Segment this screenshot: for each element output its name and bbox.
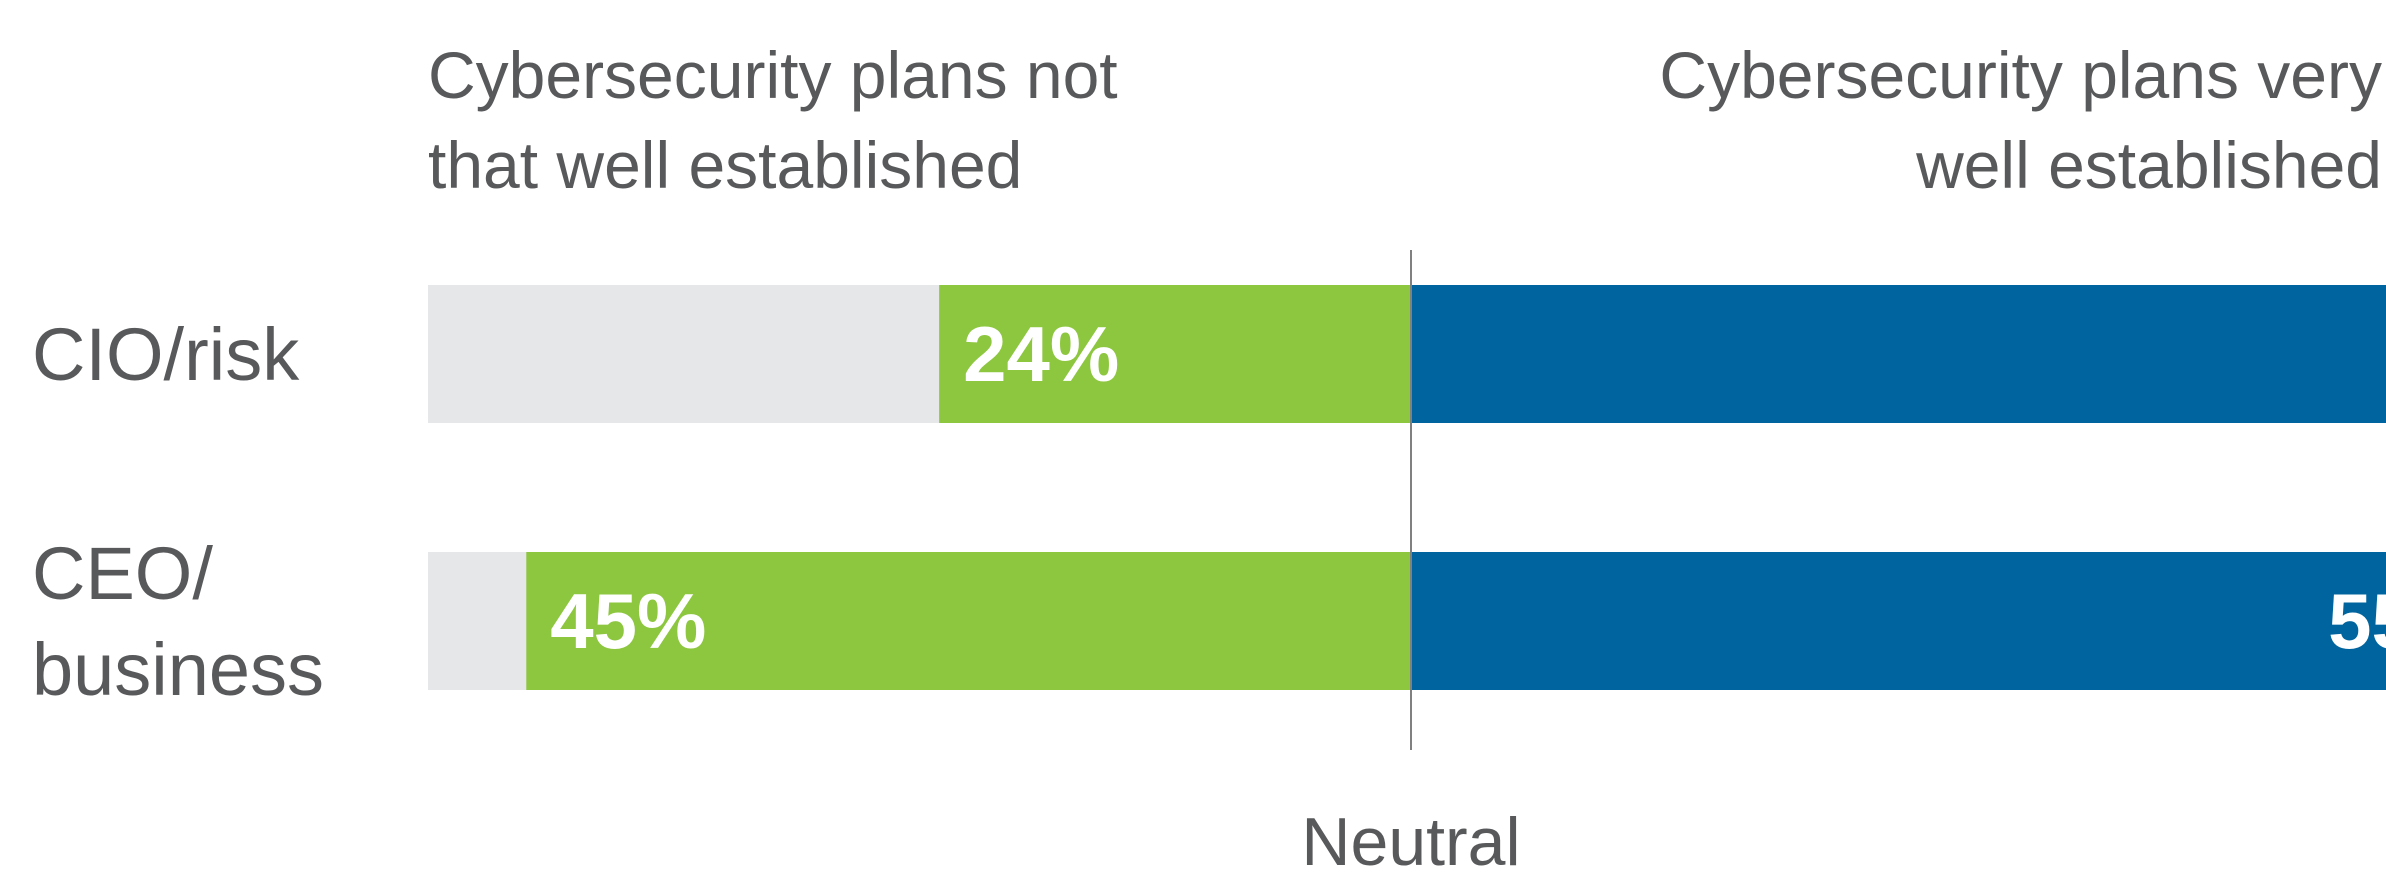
- category-label-row-2-line-1: CEO/: [32, 532, 213, 615]
- header-right-line-2: well established: [1915, 128, 2382, 202]
- category-label-row-2-line-2: business: [32, 628, 324, 711]
- bar-very-well-established-row-2: [1411, 552, 2386, 690]
- value-label-not-well-established-row-1: 24%: [963, 310, 1119, 398]
- bar-very-well-established-row-1: [1411, 285, 2386, 423]
- header-left-line-2: that well established: [428, 128, 1022, 202]
- bar-not-well-established-row-2: [526, 552, 1411, 690]
- header-right-line-1: Cybersecurity plans very: [1659, 38, 2382, 112]
- category-label-row-1-line-1: CIO/risk: [32, 313, 300, 396]
- value-label-not-well-established-row-2: 45%: [550, 577, 706, 665]
- value-label-very-well-established-row-2: 55%: [2328, 577, 2386, 665]
- neutral-axis-label: Neutral: [1301, 804, 1520, 877]
- bar-not-well-established-row-1: [939, 285, 1411, 423]
- header-left-line-1: Cybersecurity plans not: [428, 38, 1118, 112]
